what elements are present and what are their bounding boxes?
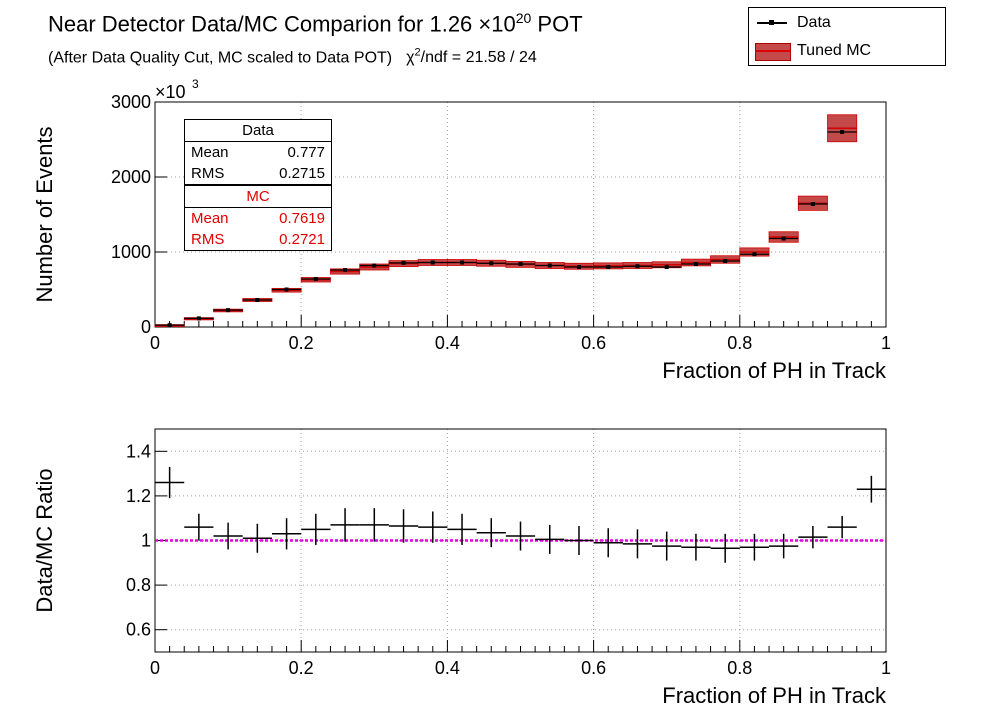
y-multiplier-exponent: 3	[192, 77, 199, 91]
ratio-x-tick-label: 0.2	[289, 658, 314, 678]
data-point	[840, 130, 845, 134]
top-y-axis-label: Number of Events	[32, 126, 57, 302]
chi2-label: χ2/ndf = 21.58 / 24	[406, 47, 537, 67]
stats-box-data: Data Mean 0.777 RMS 0.2715	[184, 119, 332, 185]
data-point	[284, 287, 289, 292]
ratio-x-tick-label: 0.4	[435, 658, 460, 678]
chart-title: Near Detector Data/MC Comparion for 1.26…	[48, 10, 583, 37]
top-y-tick-label: 1000	[111, 242, 151, 262]
ratio-x-tick-label: 0.6	[581, 658, 606, 678]
data-point	[196, 316, 201, 321]
ratio-y-tick-label: 1	[141, 531, 151, 551]
legend-entry-data: Data	[749, 10, 945, 36]
data-point	[606, 265, 611, 269]
data-point	[460, 260, 465, 265]
data-point	[664, 265, 669, 269]
data-point	[810, 202, 815, 206]
ratio-x-tick-label: 0	[150, 658, 160, 678]
top-x-tick-label: 1	[881, 333, 891, 353]
ratio-y-tick-label: 0.6	[126, 620, 151, 640]
stats-box-mc: MC Mean 0.7619 RMS 0.2721	[184, 185, 332, 251]
ratio-y-tick-label: 0.8	[126, 575, 151, 595]
data-point	[489, 261, 494, 266]
data-point	[781, 236, 786, 241]
ratio-x-axis-label: Fraction of PH in Track	[662, 683, 887, 708]
legend: Data Tuned MC	[748, 7, 946, 66]
data-point	[430, 260, 435, 265]
y-multiplier-label: ×10	[155, 82, 186, 102]
legend-entry-mc: Tuned MC	[749, 38, 945, 64]
data-point	[401, 260, 406, 265]
top-x-tick-label: 0.8	[727, 333, 752, 353]
top-x-tick-label: 0.2	[289, 333, 314, 353]
top-x-axis-label: Fraction of PH in Track	[662, 358, 887, 383]
data-point	[576, 265, 581, 269]
ratio-y-tick-label: 1.2	[126, 486, 151, 506]
ratio-x-tick-label: 1	[881, 658, 891, 678]
data-point	[255, 298, 260, 302]
ratio-y-tick-label: 1.4	[126, 441, 151, 461]
ratio-x-tick-label: 0.8	[727, 658, 752, 678]
legend-mc-marker	[755, 43, 791, 61]
chart-subtitle: (After Data Quality Cut, MC scaled to Da…	[48, 47, 537, 67]
data-point	[752, 252, 757, 257]
data-point	[167, 323, 172, 328]
data-point	[226, 308, 231, 313]
data-point	[693, 262, 698, 266]
data-point	[723, 259, 728, 263]
data-point	[343, 268, 348, 272]
data-point	[547, 263, 552, 268]
data-point	[635, 264, 640, 269]
top-y-tick-label: 3000	[111, 92, 151, 112]
top-y-tick-label: 2000	[111, 167, 151, 187]
ratio-y-axis-label: Data/MC Ratio	[32, 468, 57, 612]
top-y-tick-label: 0	[141, 317, 151, 337]
data-point	[372, 263, 377, 268]
top-x-tick-label: 0	[150, 333, 160, 353]
top-x-tick-label: 0.4	[435, 333, 460, 353]
top-x-tick-label: 0.6	[581, 333, 606, 353]
data-point	[518, 262, 523, 266]
data-point	[313, 277, 318, 281]
